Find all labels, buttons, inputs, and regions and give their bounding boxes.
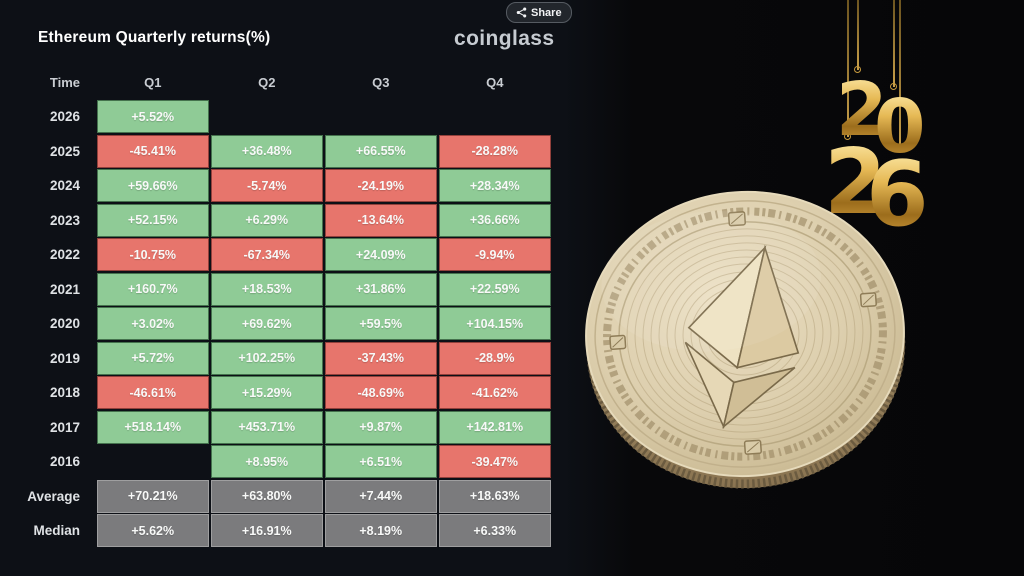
return-cell: +52.15% [96,203,209,237]
return-cell: -24.19% [324,169,437,202]
empty-cell [439,100,552,133]
return-cell: +28.34% [438,169,551,202]
return-cell: +22.59% [438,272,551,306]
ornament-ring [896,145,903,152]
row-label: 2018 [49,385,80,400]
hanging-string [857,0,859,70]
row-label: 2016 [49,454,80,469]
return-cell: +66.55% [324,134,437,168]
return-cell: -39.47% [438,445,551,478]
return-cell: -9.94% [438,238,551,271]
return-cell: +24.09% [324,238,437,271]
return-cell: +8.19% [324,514,437,547]
coinglass-logo: coinglass [454,27,555,50]
year-digit-0: 0 [874,84,926,170]
return-cell: -37.43% [324,341,437,375]
return-cell: +142.81% [438,410,551,444]
return-cell: +5.52% [96,100,209,133]
share-button[interactable]: Share [506,2,572,23]
return-cell: -48.69% [324,376,437,409]
return-cell: +6.51% [324,445,437,478]
return-cell: +518.14% [96,410,209,444]
row-label: 2021 [49,281,80,297]
return-cell: +102.25% [210,341,323,375]
return-cell: +59.5% [324,307,437,340]
ornament-ring [844,133,851,140]
ornament-ring [890,83,897,90]
row-label: 2026 [49,109,80,124]
row-label: 2019 [49,350,80,366]
column-header-q3: Q3 [372,74,390,90]
empty-cell [325,100,438,133]
return-cell: +9.87% [324,410,437,444]
column-header-q2: Q2 [258,74,276,90]
return-cell: -10.75% [96,238,209,271]
return-cell: +59.66% [96,169,209,202]
return-cell: +5.62% [96,514,209,547]
column-header-q1: Q1 [144,74,162,90]
year-digit-2b: 2 [824,130,887,235]
returns-table-body: 2026 +5.52% 2025 -45.41% +36.48% +66.55% -28.2… [27,100,552,547]
return-cell: +8.95% [210,445,323,478]
return-cell: +7.44% [324,479,437,513]
column-header-q4: Q4 [486,74,504,90]
column-header-time: Time [49,74,80,90]
row-label: 2023 [49,212,80,228]
return-cell: +453.71% [210,410,323,444]
hanging-string [899,0,901,149]
ornament-ring [854,66,861,73]
return-cell: +3.02% [96,307,209,340]
return-cell: -46.61% [96,376,209,409]
returns-table-header: Time Q1 Q2 Q3 Q4 [36,70,551,94]
return-cell: +69.62% [210,307,323,340]
return-cell: -5.74% [210,169,323,202]
ethereum-coin-illustration [572,178,918,492]
return-cell: -67.34% [210,238,323,271]
row-label: Median [33,523,80,538]
return-cell: +31.86% [324,272,437,306]
return-cell: -28.28% [438,134,551,168]
return-cell: +15.29% [210,376,323,409]
hanging-string [847,0,849,137]
year-digit-2: 2 [836,67,888,153]
row-label: Average [27,488,80,504]
return-cell: +18.53% [210,272,323,306]
empty-cell [97,445,210,478]
return-cell: +18.63% [438,479,551,513]
return-cell: +70.21% [96,479,209,513]
return-cell: -28.9% [438,341,551,375]
return-cell: +63.80% [210,479,323,513]
return-cell: +6.33% [438,514,551,547]
return-cell: +36.48% [210,134,323,168]
return-cell: +5.72% [96,341,209,375]
row-label: 2020 [49,316,80,331]
page-title: Ethereum Quarterly returns(%) [38,29,271,46]
return-cell: +104.15% [438,307,551,340]
return-cell: -13.64% [324,203,437,237]
return-cell: -45.41% [96,134,209,168]
share-button-label: Share [531,6,562,19]
row-label: 2025 [49,143,80,159]
hanging-string [893,0,895,87]
empty-cell [211,100,324,133]
row-label: 2022 [49,247,80,262]
share-icon [516,7,527,18]
return-cell: +16.91% [210,514,323,547]
year-digit-6: 6 [866,142,929,247]
return-cell: +6.29% [210,203,323,237]
return-cell: -41.62% [438,376,551,409]
row-label: 2017 [49,419,80,435]
row-label: 2024 [49,178,80,193]
return-cell: +160.7% [96,272,209,306]
return-cell: +36.66% [438,203,551,237]
